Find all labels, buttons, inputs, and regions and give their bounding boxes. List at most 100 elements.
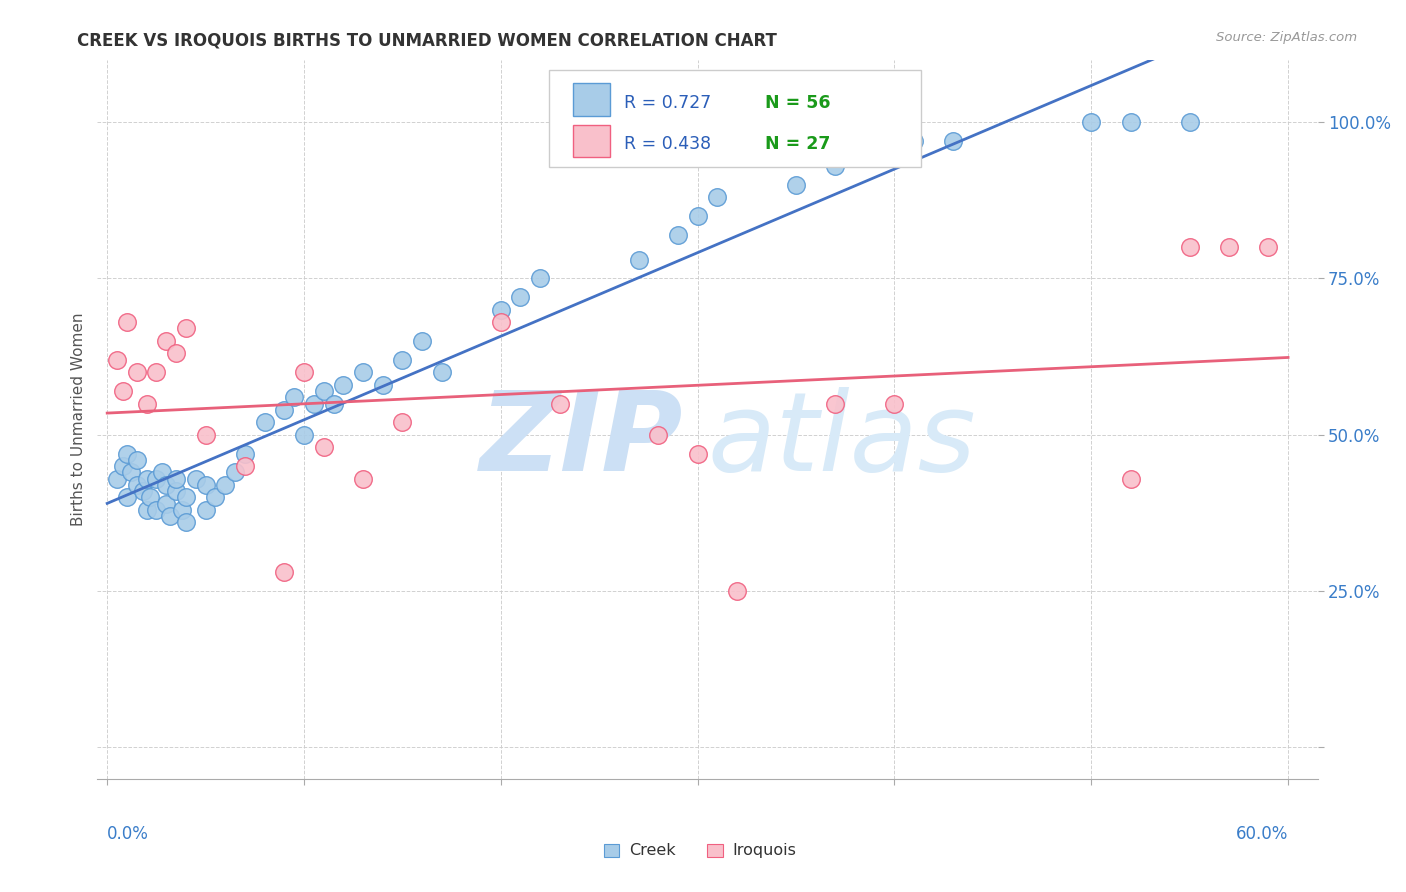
Point	[125, 452, 148, 467]
Point	[125, 365, 148, 379]
Point	[253, 415, 276, 429]
Point	[115, 446, 138, 460]
Point	[292, 427, 315, 442]
Point	[125, 477, 148, 491]
Point	[666, 227, 689, 242]
Point	[139, 491, 162, 505]
Point	[686, 446, 709, 460]
Point	[184, 471, 207, 485]
Point	[292, 365, 315, 379]
Text: R = 0.438: R = 0.438	[624, 135, 711, 153]
Point	[706, 190, 728, 204]
Text: 60.0%: 60.0%	[1236, 825, 1288, 844]
Point	[1178, 115, 1201, 129]
Point	[214, 477, 236, 491]
Point	[135, 471, 157, 485]
Point	[312, 440, 335, 454]
Point	[155, 477, 177, 491]
Point	[283, 390, 305, 404]
Point	[111, 384, 134, 398]
Point	[785, 178, 807, 192]
Point	[174, 321, 197, 335]
Point	[115, 491, 138, 505]
Point	[233, 446, 256, 460]
Text: N = 27: N = 27	[765, 135, 830, 153]
Point	[686, 209, 709, 223]
Point	[302, 396, 325, 410]
Point	[332, 377, 354, 392]
Point	[883, 396, 905, 410]
Bar	[574, 83, 610, 116]
Text: ZIP: ZIP	[479, 387, 683, 494]
Point	[371, 377, 394, 392]
Point	[159, 509, 181, 524]
Point	[391, 415, 413, 429]
Point	[111, 458, 134, 473]
Y-axis label: Births to Unmarried Women: Births to Unmarried Women	[72, 312, 86, 526]
Bar	[574, 125, 610, 157]
Point	[824, 159, 846, 173]
Point	[903, 134, 925, 148]
Point	[150, 465, 173, 479]
Point	[105, 471, 128, 485]
Point	[194, 427, 217, 442]
Point	[411, 334, 433, 348]
Point	[120, 465, 142, 479]
Point	[155, 497, 177, 511]
Point	[165, 483, 187, 498]
Point	[312, 384, 335, 398]
Point	[529, 271, 551, 285]
Point	[194, 477, 217, 491]
Point	[627, 252, 650, 267]
Point	[131, 483, 153, 498]
Point	[145, 365, 167, 379]
Point	[115, 315, 138, 329]
Point	[352, 471, 374, 485]
Point	[352, 365, 374, 379]
Point	[105, 352, 128, 367]
Point	[174, 491, 197, 505]
Point	[224, 465, 246, 479]
Text: atlas: atlas	[707, 387, 976, 494]
Point	[204, 491, 226, 505]
Text: Creek: Creek	[628, 843, 675, 858]
Point	[647, 427, 669, 442]
Text: N = 56: N = 56	[765, 94, 831, 112]
Point	[135, 396, 157, 410]
Point	[194, 503, 217, 517]
Point	[725, 584, 748, 599]
Point	[489, 302, 512, 317]
Point	[135, 503, 157, 517]
Text: 0.0%: 0.0%	[107, 825, 149, 844]
Point	[509, 290, 531, 304]
Text: Iroquois: Iroquois	[733, 843, 796, 858]
Point	[155, 334, 177, 348]
Point	[273, 566, 295, 580]
Point	[145, 471, 167, 485]
Point	[548, 396, 571, 410]
Point	[1218, 240, 1240, 254]
Point	[430, 365, 453, 379]
Point	[165, 346, 187, 360]
Point	[489, 315, 512, 329]
Text: CREEK VS IROQUOIS BIRTHS TO UNMARRIED WOMEN CORRELATION CHART: CREEK VS IROQUOIS BIRTHS TO UNMARRIED WO…	[77, 31, 778, 49]
Text: R = 0.727: R = 0.727	[624, 94, 711, 112]
Point	[1119, 115, 1142, 129]
Bar	[603, 844, 619, 857]
Bar	[707, 844, 723, 857]
Point	[1257, 240, 1279, 254]
Point	[145, 503, 167, 517]
Point	[170, 503, 193, 517]
FancyBboxPatch shape	[548, 70, 921, 168]
Point	[165, 471, 187, 485]
Point	[1080, 115, 1102, 129]
Point	[322, 396, 344, 410]
Point	[391, 352, 413, 367]
Point	[174, 516, 197, 530]
Point	[233, 458, 256, 473]
Point	[824, 396, 846, 410]
Point	[1178, 240, 1201, 254]
Point	[273, 402, 295, 417]
Point	[1119, 471, 1142, 485]
Text: Source: ZipAtlas.com: Source: ZipAtlas.com	[1216, 31, 1357, 45]
